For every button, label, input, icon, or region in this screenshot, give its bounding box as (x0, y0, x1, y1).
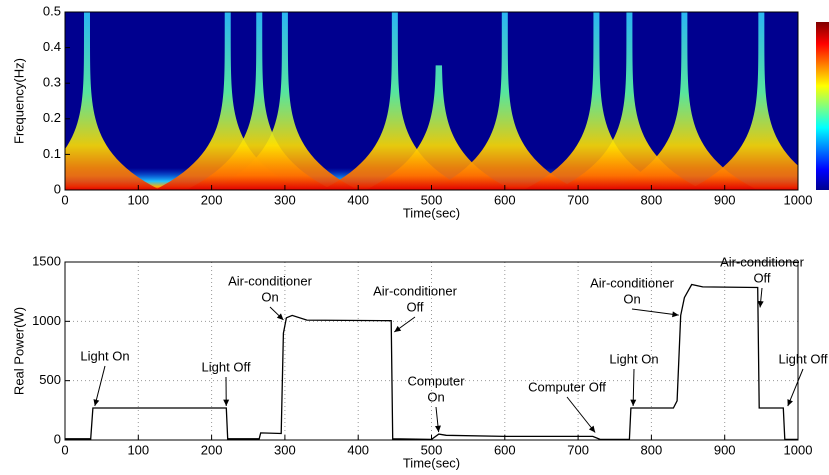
annotation: Air-conditioner (590, 275, 674, 290)
arrow-head (630, 399, 637, 406)
x-tick-label: 800 (641, 192, 663, 207)
annotation: On (427, 389, 444, 404)
ridge (321, 12, 468, 190)
arrow-head (787, 399, 793, 407)
x-tick-label: 400 (347, 192, 369, 207)
annotation: Light Off (779, 351, 828, 366)
y-tick-label: 0 (54, 431, 61, 446)
ridge (611, 12, 758, 190)
arrow-head (276, 313, 284, 320)
x-tick-label: 0 (61, 442, 68, 457)
x-tick-label: 400 (347, 442, 369, 457)
y-axis-label: Real Power(W) (11, 307, 26, 395)
colorbar (816, 22, 829, 190)
x-tick-label: 200 (201, 442, 223, 457)
ridge (186, 12, 333, 190)
ridge (431, 12, 578, 190)
ridge (65, 12, 160, 190)
x-tick-label: 700 (567, 442, 589, 457)
x-tick-label: 500 (421, 442, 443, 457)
arrow-head (93, 399, 100, 407)
x-tick-label: 300 (274, 192, 296, 207)
annotation: Air-conditioner (228, 273, 312, 288)
annotation: Computer (407, 373, 465, 388)
y-tick-label: 0 (54, 181, 61, 196)
annotation: On (623, 291, 640, 306)
annotation: Air-conditioner (373, 283, 457, 298)
x-tick-label: 0 (61, 192, 68, 207)
x-tick-label: 600 (494, 192, 516, 207)
annotation: Computer Off (528, 379, 606, 394)
ridge (365, 65, 512, 190)
arrow-head (223, 399, 230, 406)
annotation: On (261, 289, 278, 304)
x-tick-label: 100 (127, 442, 149, 457)
arrow-head (757, 300, 764, 308)
y-tick-label: 500 (39, 372, 61, 387)
ridge (154, 12, 301, 190)
arrow-head (588, 425, 596, 433)
annotation-arrow (787, 368, 804, 407)
annotation: Light On (609, 351, 658, 366)
y-tick-label: 0.4 (43, 39, 61, 54)
annotation: Off (753, 270, 770, 285)
y-tick-label: 0.1 (43, 146, 61, 161)
ridge (556, 12, 703, 190)
ridge (523, 12, 670, 190)
x-tick-label: 300 (274, 442, 296, 457)
x-tick-label: 700 (567, 192, 589, 207)
annotation: Air-conditioner (720, 254, 804, 269)
x-tick-label: 200 (201, 192, 223, 207)
x-tick-label: 800 (641, 442, 663, 457)
ridge (688, 12, 798, 190)
x-tick-label: 100 (127, 192, 149, 207)
x-axis-label: Time(sec) (403, 455, 460, 470)
y-tick-label: 0.2 (43, 110, 61, 125)
x-tick-label: 1000 (784, 192, 813, 207)
spectrogram (65, 12, 798, 190)
x-tick-label: 900 (714, 442, 736, 457)
x-tick-label: 600 (494, 442, 516, 457)
ridge (211, 12, 358, 190)
arrow-head (434, 425, 441, 433)
annotation-arrow (94, 365, 106, 407)
y-tick-label: 0.3 (43, 75, 61, 90)
x-tick-label: 900 (714, 192, 736, 207)
y-axis-label: Frequency(Hz) (11, 58, 26, 144)
x-tick-label: 1000 (784, 442, 813, 457)
y-tick-label: 1000 (32, 313, 61, 328)
annotation: Light Off (202, 359, 251, 374)
x-tick-label: 500 (421, 192, 443, 207)
annotation: Off (406, 299, 423, 314)
arrow-head (672, 311, 679, 318)
arrow-head (394, 325, 402, 333)
annotation-arrow (566, 396, 596, 433)
y-tick-label: 0.5 (43, 3, 61, 18)
x-axis-label: Time(sec) (403, 205, 460, 220)
annotation-arrow (631, 308, 679, 316)
annotation: Light On (80, 348, 129, 363)
y-tick-label: 1500 (32, 253, 61, 268)
power-line (65, 283, 798, 441)
plot-frame (64, 11, 799, 191)
